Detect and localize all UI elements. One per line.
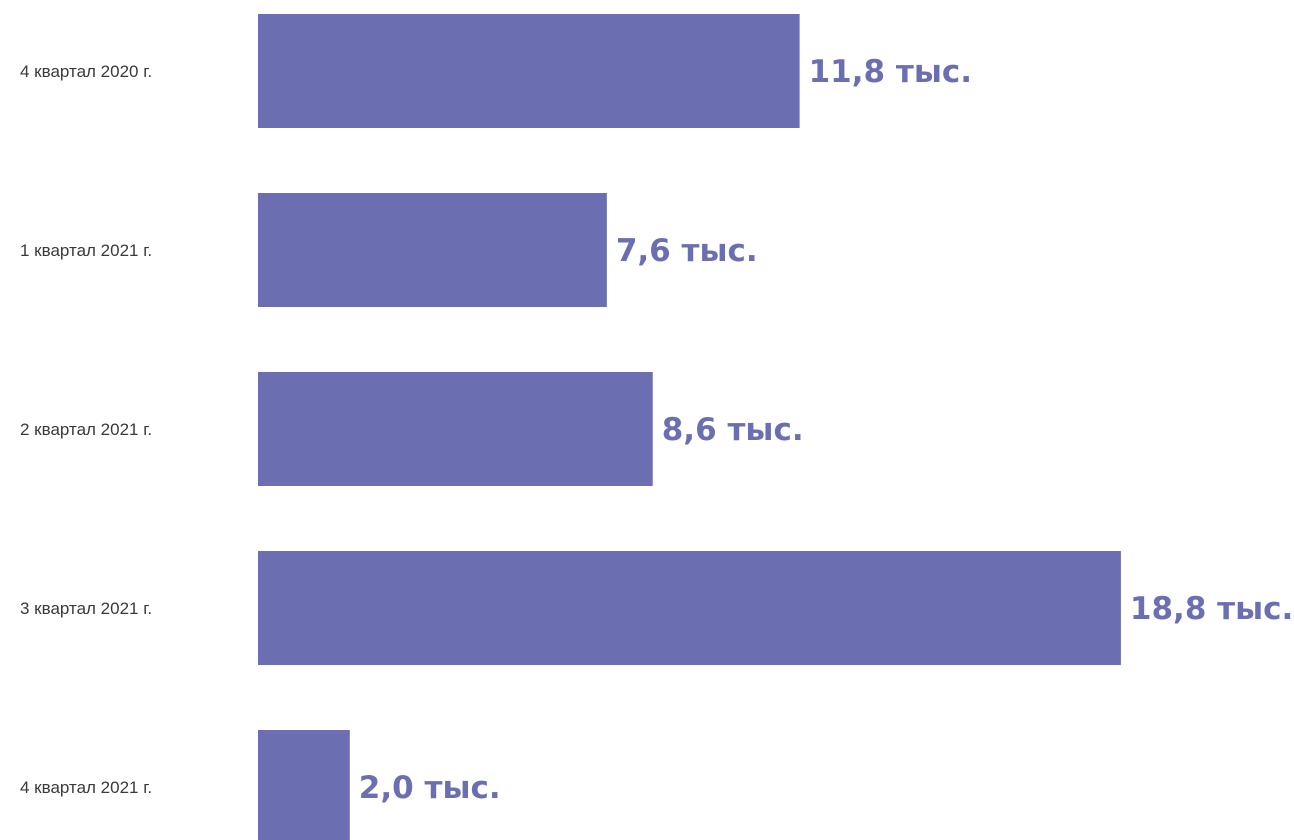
bar (258, 193, 607, 307)
bar (258, 14, 800, 128)
category-label: 1 квартал 2021 г. (20, 241, 152, 260)
category-label: 4 квартал 2021 г. (20, 778, 152, 797)
value-label: 8,6 тыс. (662, 412, 804, 448)
category-label: 3 квартал 2021 г. (20, 599, 152, 618)
bar (258, 551, 1121, 665)
value-label: 11,8 тыс. (809, 54, 972, 90)
category-label: 2 квартал 2021 г. (20, 420, 152, 439)
value-label: 7,6 тыс. (616, 233, 758, 269)
value-label: 18,8 тыс. (1130, 591, 1293, 627)
bar (258, 372, 653, 486)
category-label: 4 квартал 2020 г. (20, 62, 152, 81)
value-label: 2,0 тыс. (359, 770, 501, 806)
bar (258, 730, 350, 840)
